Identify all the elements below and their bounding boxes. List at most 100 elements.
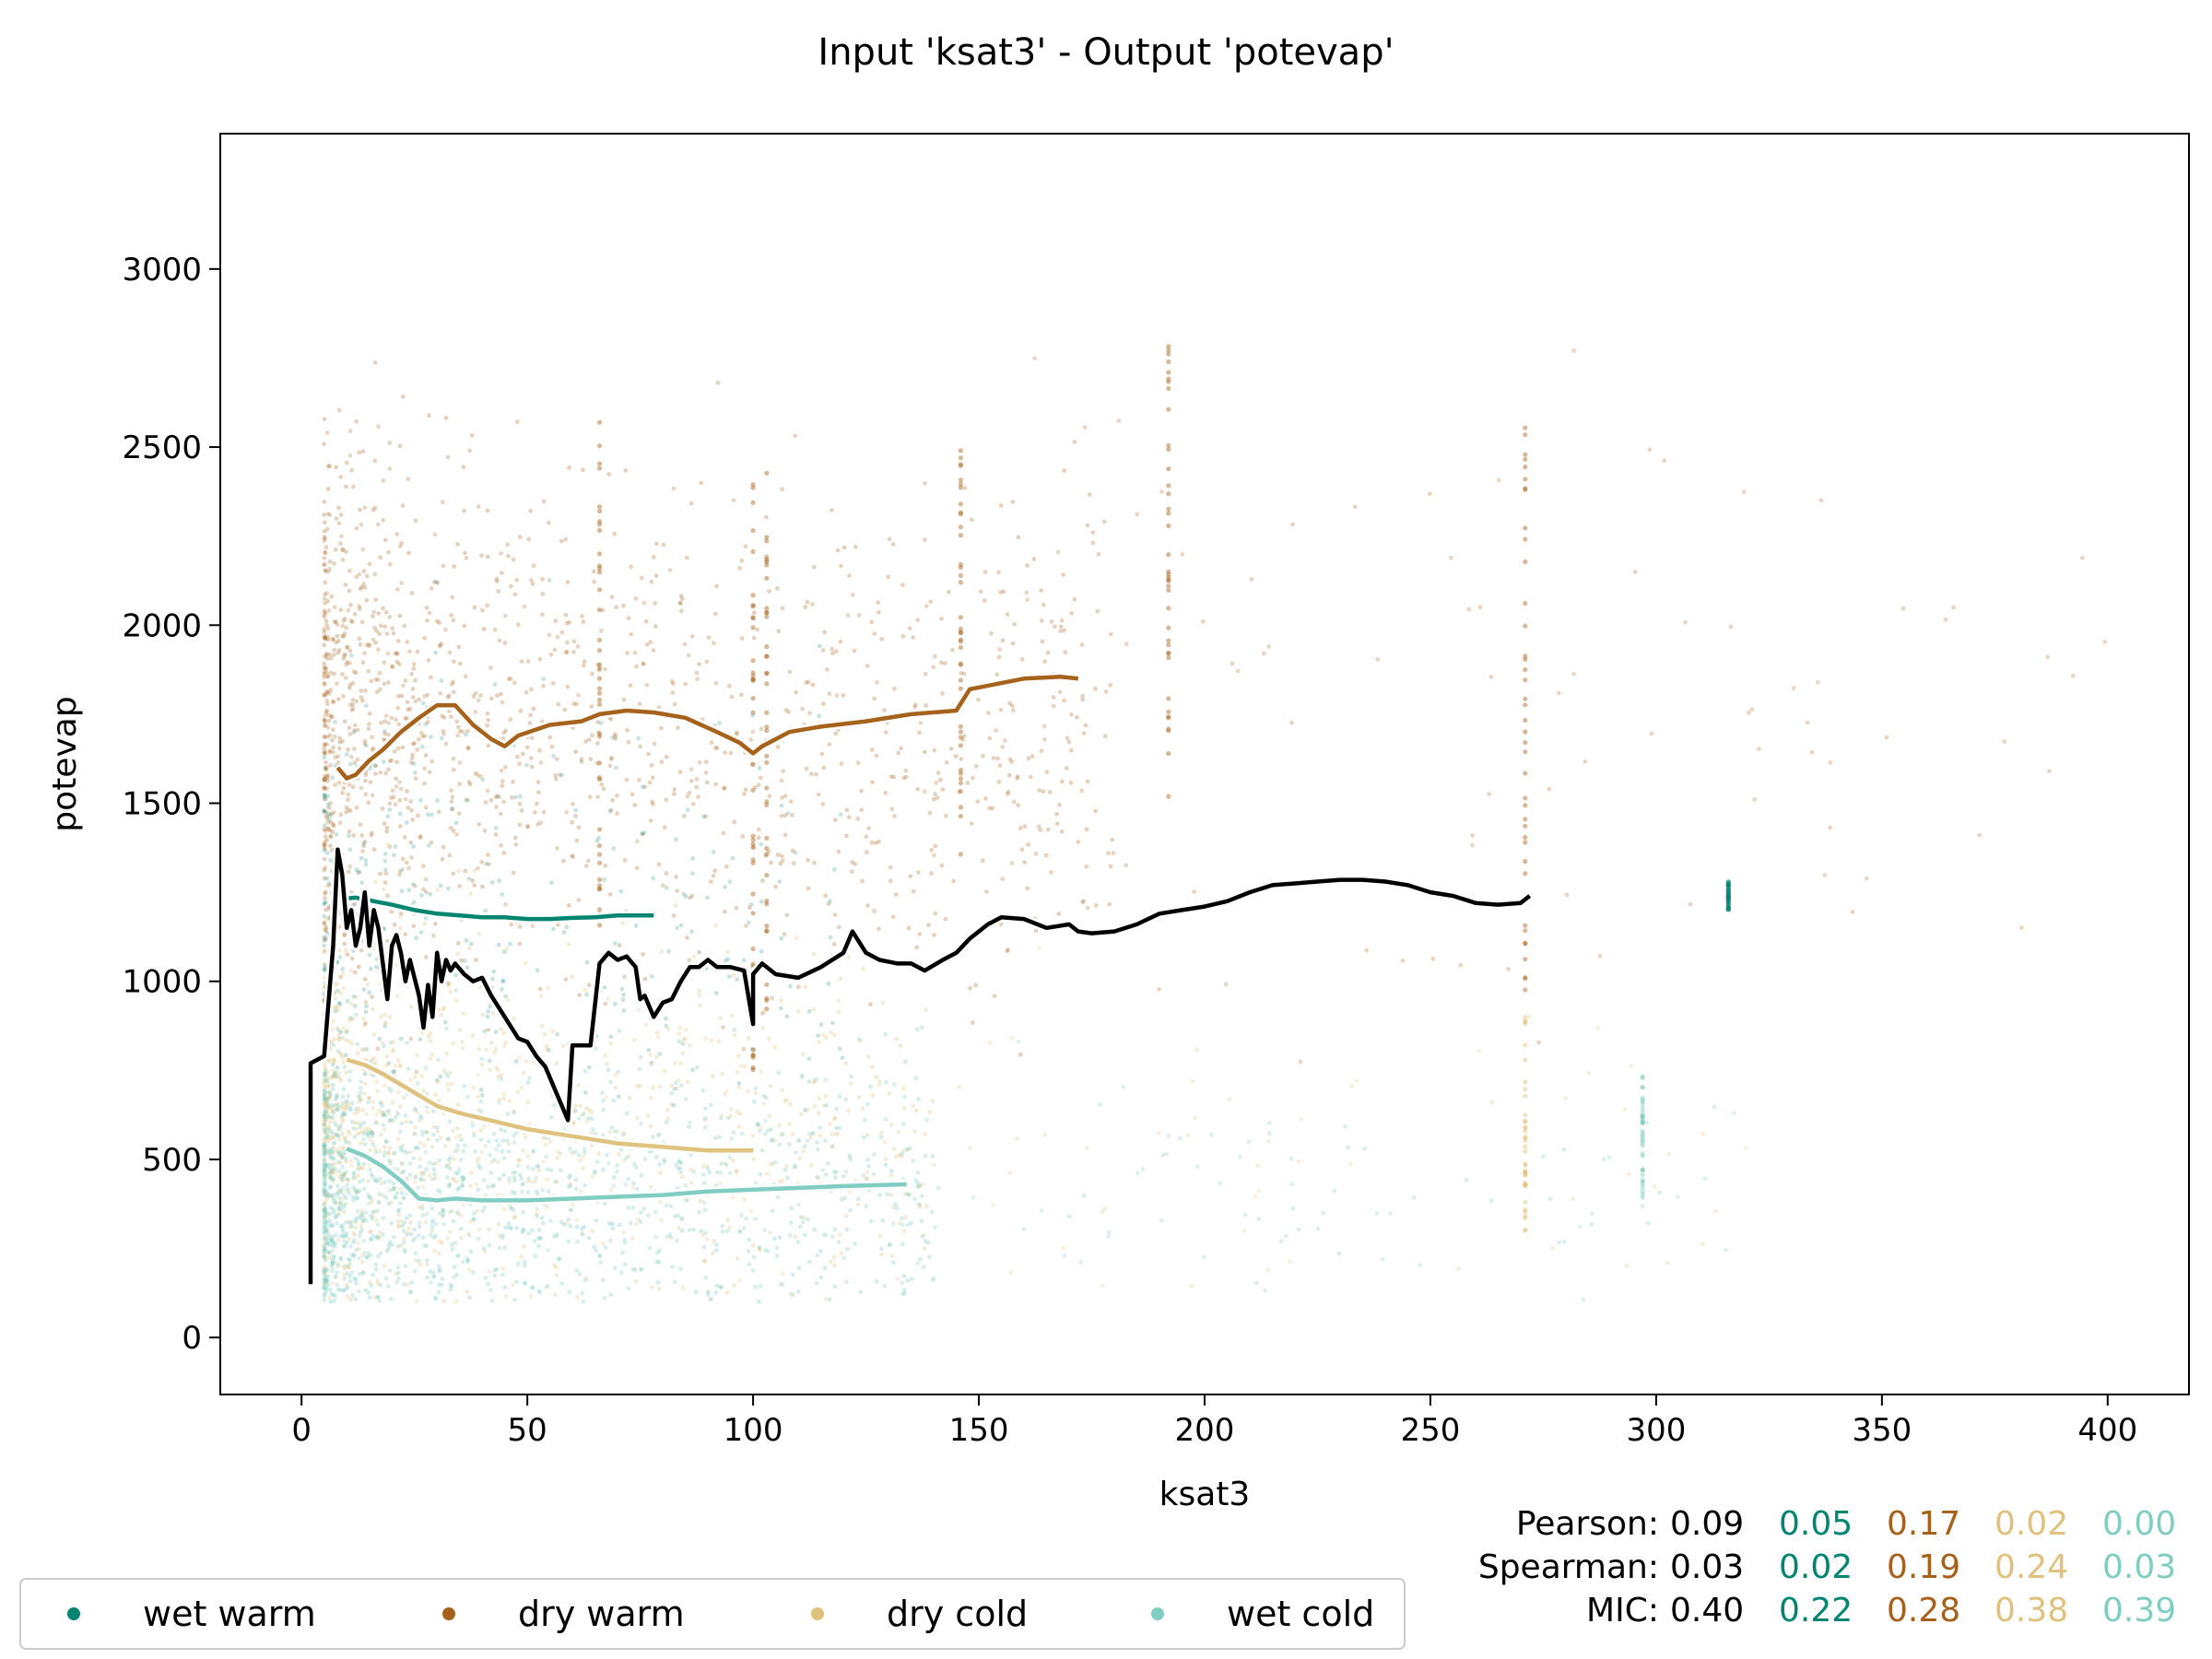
scatter-point [677, 1226, 682, 1230]
scatter-point [386, 1242, 392, 1248]
scatter-point [424, 1211, 429, 1217]
scatter-point [835, 1132, 840, 1136]
scatter-point [602, 985, 607, 990]
scatter-point [596, 734, 603, 739]
scatter-point [634, 664, 639, 669]
scatter-point [569, 1207, 573, 1213]
scatter-point [611, 846, 617, 852]
scatter-point [761, 1101, 766, 1107]
scatter-point [1062, 698, 1066, 703]
scatter-point [1523, 987, 1528, 993]
scatter-point [355, 727, 360, 733]
scatter-point [735, 730, 739, 735]
scatter-point [340, 1178, 346, 1183]
scatter-point [677, 1025, 683, 1030]
legend-marker [1151, 1607, 1164, 1620]
scatter-point [713, 991, 719, 995]
scatter-point [1523, 1160, 1528, 1167]
scatter-point [596, 701, 603, 708]
scatter-point [820, 802, 826, 806]
scatter-point [841, 1173, 846, 1179]
scatter-point [412, 1269, 418, 1274]
scatter-point [429, 585, 434, 591]
scatter-point [921, 1265, 926, 1270]
scatter-point [326, 1083, 332, 1088]
scatter-point [465, 798, 470, 803]
scatter-point [911, 888, 916, 894]
scatter-point [412, 741, 418, 746]
scatter-point [342, 1243, 347, 1248]
scatter-point [457, 729, 463, 734]
scatter-point [346, 792, 351, 797]
scatter-point [1556, 690, 1561, 696]
scatter-point [411, 1156, 417, 1160]
scatter-point [398, 911, 404, 916]
scatter-point [433, 1161, 439, 1166]
scatter-point [499, 551, 503, 556]
scatter-point [322, 1281, 327, 1286]
scatter-point [476, 1073, 480, 1077]
scatter-point [387, 441, 393, 445]
scatter-point [356, 1188, 361, 1194]
scatter-point [346, 1128, 351, 1134]
scatter-point [392, 1150, 397, 1156]
scatter-point [362, 840, 368, 844]
scatter-point [351, 1253, 357, 1257]
scatter-point [399, 693, 405, 699]
scatter-point [1022, 860, 1028, 865]
scatter-point [622, 1262, 628, 1267]
scatter-point [400, 1223, 406, 1229]
scatter-point [324, 1240, 330, 1245]
scatter-point [336, 1146, 341, 1151]
scatter-point [653, 1155, 659, 1159]
scatter-point [1166, 506, 1171, 512]
scatter-point [1041, 602, 1046, 607]
scatter-point [1166, 583, 1171, 589]
scatter-point [780, 606, 785, 611]
scatter-point [441, 1221, 447, 1227]
scatter-point [422, 921, 427, 926]
scatter-point [373, 771, 378, 776]
scatter-point [472, 605, 477, 610]
scatter-point [336, 1159, 342, 1165]
scatter-point [396, 1207, 402, 1212]
scatter-point [420, 1235, 426, 1240]
scatter-point [623, 1182, 629, 1187]
scatter-point [593, 1169, 597, 1174]
scatter-point [333, 1160, 337, 1166]
scatter-point [737, 1111, 743, 1116]
scatter-point [1042, 1132, 1047, 1137]
scatter-point [478, 1137, 484, 1142]
scatter-point [650, 1285, 654, 1290]
scatter-point [689, 929, 694, 935]
scatter-point [620, 1132, 626, 1137]
scatter-point [324, 1284, 328, 1289]
scatter-point [366, 1132, 371, 1136]
scatter-point [724, 1229, 730, 1234]
scatter-point [339, 1154, 345, 1159]
scatter-point [1578, 1224, 1583, 1229]
scatter-point [576, 693, 581, 698]
scatter-point [459, 1137, 464, 1143]
scatter-point [779, 935, 784, 941]
scatter-point [764, 557, 770, 563]
scatter-point [536, 1288, 541, 1293]
scatter-point [408, 1036, 414, 1041]
scatter-point [380, 806, 385, 811]
scatter-point [425, 1258, 429, 1263]
scatter-point [559, 538, 564, 544]
scatter-point [774, 1245, 780, 1251]
scatter-point [707, 1170, 712, 1175]
scatter-point [396, 1276, 401, 1281]
scatter-point [1018, 826, 1023, 830]
scatter-point [429, 735, 433, 739]
scatter-point [408, 760, 414, 765]
scatter-point [1523, 696, 1528, 701]
scatter-point [366, 1178, 371, 1183]
scatter-point [613, 734, 618, 739]
scatter-point [331, 1171, 335, 1176]
scatter-point [1666, 1151, 1671, 1157]
scatter-point [578, 1103, 583, 1109]
scatter-point [353, 1219, 359, 1225]
scatter-point [394, 994, 400, 998]
